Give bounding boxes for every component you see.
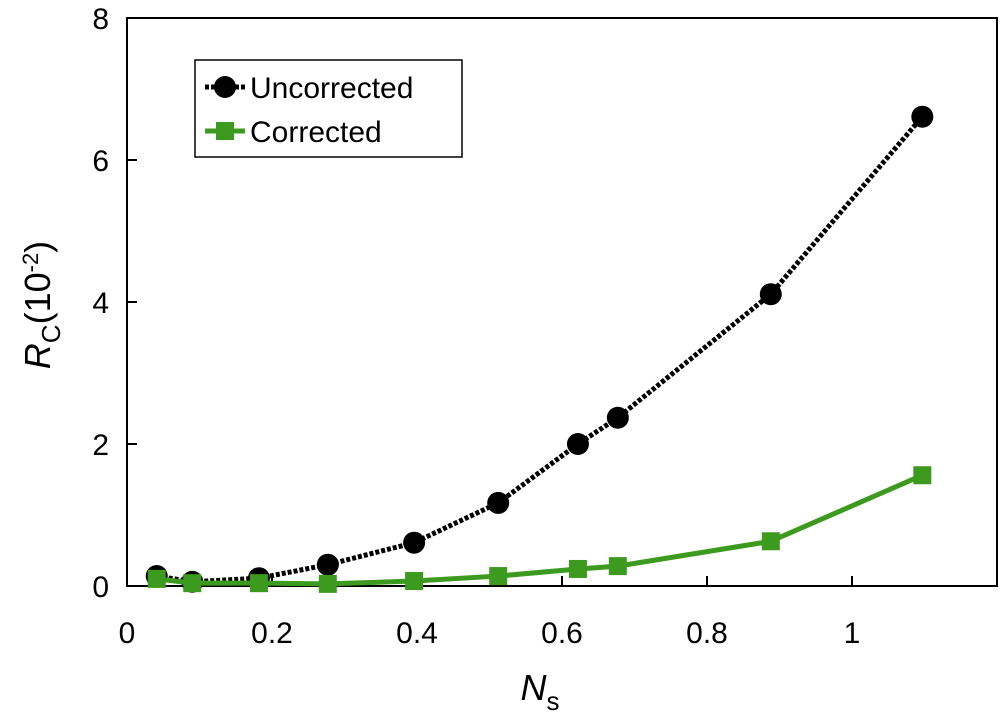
marker <box>316 553 339 576</box>
x-tick-label: 1 <box>844 617 861 650</box>
series-line <box>156 472 924 587</box>
legend-label: Uncorrected <box>250 72 413 105</box>
x-tick-label: 0.8 <box>686 617 728 650</box>
marker <box>318 574 337 593</box>
y-tick-label: 6 <box>92 145 109 178</box>
marker <box>216 122 234 140</box>
x-axis-label: Ns <box>521 667 560 716</box>
y-label-main: R <box>17 343 58 369</box>
marker <box>487 491 510 514</box>
x-label-main: N <box>521 667 548 708</box>
y-label-exp: -2 <box>18 253 43 273</box>
x-label-sub: s <box>547 686 560 716</box>
y-tick-label: 4 <box>92 287 109 320</box>
marker <box>489 567 508 586</box>
marker <box>183 574 202 593</box>
y-label-close: ) <box>17 241 58 253</box>
marker <box>566 433 589 455</box>
x-tick-label: 0.4 <box>396 617 438 650</box>
y-label-unit: (10 <box>17 272 58 324</box>
legend-box <box>194 59 463 158</box>
marker <box>761 532 780 551</box>
y-tick-label: 0 <box>92 571 109 604</box>
legend-label: Corrected <box>250 116 382 149</box>
marker <box>608 557 627 576</box>
marker <box>568 559 587 578</box>
x-tick-label: 0 <box>119 617 136 650</box>
y-tick-label: 2 <box>92 429 109 462</box>
marker <box>911 105 934 128</box>
marker <box>913 466 932 485</box>
y-label-sub: C <box>36 324 66 343</box>
marker <box>214 76 236 98</box>
marker <box>249 574 268 593</box>
x-tick-label: 0.2 <box>251 617 293 650</box>
marker <box>606 406 629 429</box>
series-line <box>156 115 925 585</box>
y-axis-label: RC(10-2) <box>17 241 66 369</box>
marker <box>403 531 426 554</box>
marker <box>147 569 166 588</box>
x-tick-label: 0.6 <box>541 617 583 650</box>
y-tick-label: 8 <box>92 3 109 36</box>
marker <box>759 283 782 306</box>
marker <box>405 572 424 591</box>
